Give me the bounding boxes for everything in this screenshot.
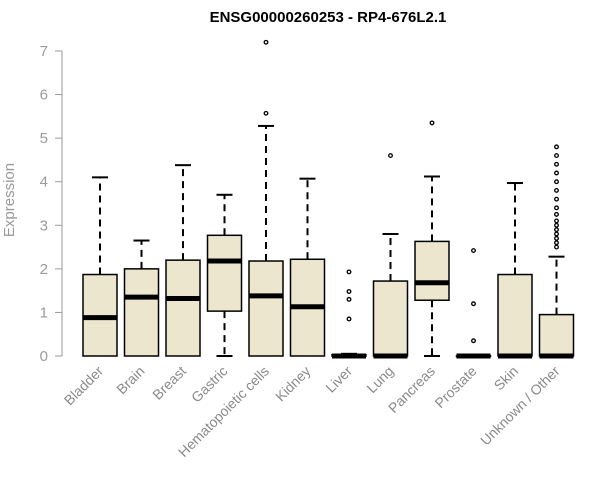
- box-iqr: [414, 240, 450, 301]
- box-unknown-other: [538, 144, 575, 359]
- outlier-point: [554, 211, 559, 217]
- box-brain: [123, 239, 160, 357]
- box-iqr: [165, 259, 201, 357]
- y-tick-label: 7: [40, 43, 48, 60]
- outlier-point: [263, 39, 269, 45]
- y-tick-label: 1: [40, 304, 48, 321]
- y-tick-label: 6: [40, 87, 48, 104]
- outlier-point: [554, 161, 559, 167]
- outlier-point: [554, 187, 559, 193]
- box-hematopoietic-cells: [248, 39, 284, 357]
- x-tick-label: Bladder: [61, 363, 107, 409]
- chart-title: ENSG00000260253 - RP4-676L2.1: [210, 9, 447, 26]
- outlier-point: [263, 110, 269, 116]
- y-tick-label: 2: [40, 261, 48, 278]
- box-iqr: [123, 268, 160, 357]
- outlier-point: [554, 231, 559, 237]
- box-iqr: [248, 260, 284, 357]
- outlier-point: [554, 153, 559, 159]
- outlier-point: [471, 248, 476, 254]
- outlier-point: [554, 170, 559, 176]
- box-iqr: [497, 273, 533, 357]
- boxes-group: [82, 39, 575, 359]
- y-tick-label: 5: [40, 130, 48, 147]
- box-iqr: [206, 234, 243, 312]
- outlier-point: [346, 316, 352, 322]
- x-tick-label: Lung: [363, 363, 396, 396]
- box-skin: [497, 182, 533, 359]
- outlier-point: [554, 196, 559, 202]
- box-gastric: [206, 193, 243, 357]
- box-bladder: [82, 176, 118, 357]
- outlier-point: [554, 240, 559, 246]
- outlier-point: [346, 296, 352, 302]
- box-liver: [331, 269, 367, 359]
- box-iqr: [372, 280, 409, 357]
- y-tick-label: 0: [40, 348, 48, 365]
- outlier-point: [554, 227, 559, 233]
- outlier-point: [346, 269, 352, 275]
- box-breast: [165, 164, 201, 357]
- y-tick-label: 4: [40, 174, 48, 191]
- x-tick-label: Breast: [149, 363, 189, 403]
- outlier-point: [554, 222, 559, 228]
- x-tick-label: Prostate: [431, 363, 479, 411]
- outlier-point: [471, 338, 476, 344]
- outlier-point: [429, 120, 435, 126]
- y-tick-label: 3: [40, 217, 48, 234]
- outlier-point: [554, 244, 559, 250]
- box-kidney: [289, 177, 326, 357]
- x-tick-label: Liver: [322, 363, 355, 396]
- y-axis: 0 1 2 3 4 5 6 7: [40, 43, 63, 365]
- box-prostate: [455, 248, 492, 359]
- outlier-point: [554, 179, 559, 185]
- x-tick-label: Unknown / Other: [477, 363, 563, 449]
- outlier-point: [554, 218, 559, 224]
- y-axis-label: Expression: [1, 163, 18, 237]
- outlier-point: [554, 144, 559, 150]
- x-tick-label: Kidney: [272, 363, 314, 405]
- box-iqr: [538, 313, 575, 357]
- outlier-point: [471, 301, 476, 307]
- outlier-point: [554, 205, 559, 211]
- x-tick-label: Skin: [491, 363, 522, 394]
- x-tick-label: Brain: [113, 363, 147, 397]
- outlier-point: [554, 235, 559, 241]
- outlier-point: [346, 289, 352, 294]
- outlier-point: [388, 153, 393, 159]
- box-lung: [372, 153, 409, 359]
- box-pancreas: [414, 120, 450, 357]
